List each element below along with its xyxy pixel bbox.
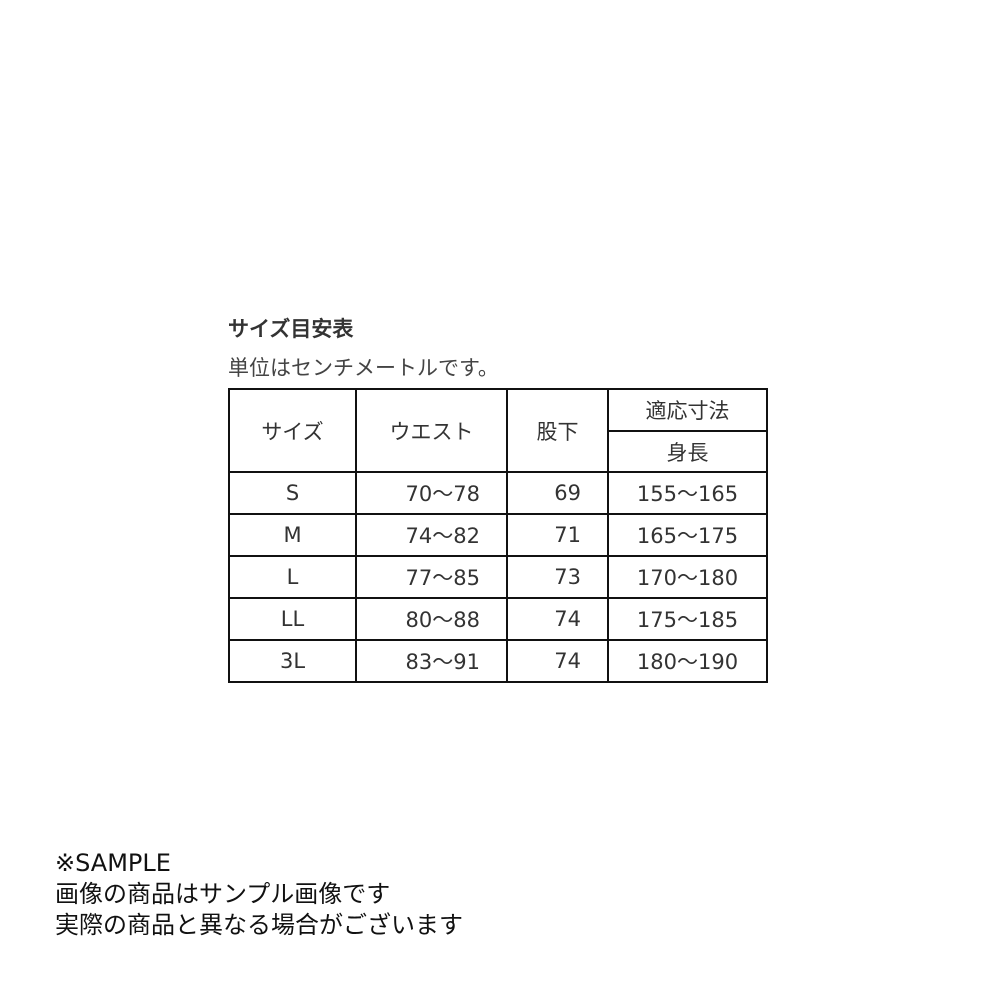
cell-waist: 80～88 (355, 597, 508, 641)
cell-waist: 83～91 (355, 639, 508, 683)
cell-height: 165～175 (607, 513, 768, 557)
table-header-row: サイズ ウエスト 股下 適応寸法 (228, 388, 768, 473)
cell-size: L (228, 555, 357, 599)
table-row: M 74～82 71 165～175 (228, 513, 768, 557)
cell-inseam: 73 (506, 555, 609, 599)
cell-height: 180～190 (607, 639, 768, 683)
cell-inseam: 69 (506, 471, 609, 515)
cell-height: 170～180 (607, 555, 768, 599)
table-row: LL 80～88 74 175～185 (228, 597, 768, 641)
cell-height: 155～165 (607, 471, 768, 515)
sample-note: ※SAMPLE 画像の商品はサンプル画像です 実際の商品と異なる場合がございます (55, 848, 463, 941)
cell-size: S (228, 471, 357, 515)
size-table: サイズ ウエスト 股下 適応寸法 身長 S 70～78 69 155～165 M 74～8… (228, 388, 768, 683)
table-row: L 77～85 73 170～180 (228, 555, 768, 599)
note-line: ※SAMPLE (55, 849, 171, 877)
table-row: S 70～78 69 155～165 (228, 471, 768, 515)
cell-inseam: 74 (506, 597, 609, 641)
header-inseam: 股下 (506, 388, 609, 473)
cell-size: 3L (228, 639, 357, 683)
cell-waist: 74～82 (355, 513, 508, 557)
header-size: サイズ (228, 388, 357, 473)
table-row: 3L 83～91 74 180～190 (228, 639, 768, 683)
note-line: 画像の商品はサンプル画像です (55, 880, 391, 908)
unit-note: 単位はセンチメートルです。 (228, 356, 499, 380)
cell-size: M (228, 513, 357, 557)
header-waist: ウエスト (355, 388, 508, 473)
table-subheader-row: 身長 (229, 430, 768, 473)
note-line: 実際の商品と異なる場合がございます (55, 911, 463, 939)
cell-inseam: 74 (506, 639, 609, 683)
cell-height: 175～185 (607, 597, 768, 641)
cell-waist: 70～78 (355, 471, 508, 515)
cell-size: LL (228, 597, 357, 641)
cell-waist: 77～85 (355, 555, 508, 599)
page-title: サイズ目安表 (228, 317, 354, 341)
header-height: 身長 (607, 430, 768, 473)
cell-inseam: 71 (506, 513, 609, 557)
header-fit-group: 適応寸法 (607, 388, 768, 432)
